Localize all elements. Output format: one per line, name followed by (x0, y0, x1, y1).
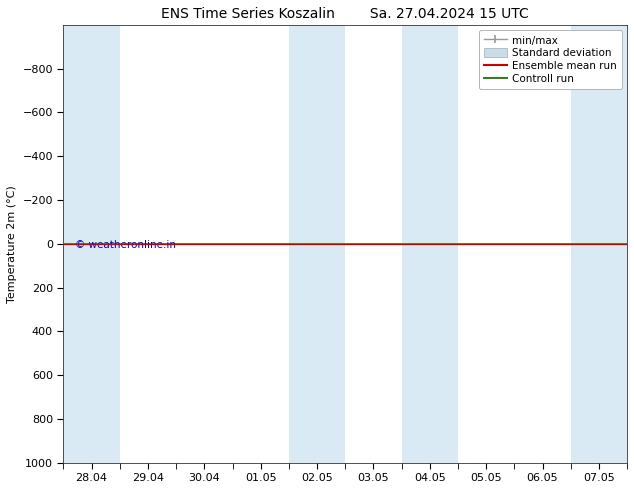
Title: ENS Time Series Koszalin        Sa. 27.04.2024 15 UTC: ENS Time Series Koszalin Sa. 27.04.2024 … (162, 7, 529, 21)
Y-axis label: Temperature 2m (°C): Temperature 2m (°C) (7, 185, 17, 303)
Bar (571, 25, 627, 463)
Bar (63, 25, 120, 463)
Bar (289, 25, 346, 463)
Text: © weatheronline.in: © weatheronline.in (75, 240, 176, 249)
Bar (401, 25, 458, 463)
Legend: min/max, Standard deviation, Ensemble mean run, Controll run: min/max, Standard deviation, Ensemble me… (479, 30, 622, 89)
